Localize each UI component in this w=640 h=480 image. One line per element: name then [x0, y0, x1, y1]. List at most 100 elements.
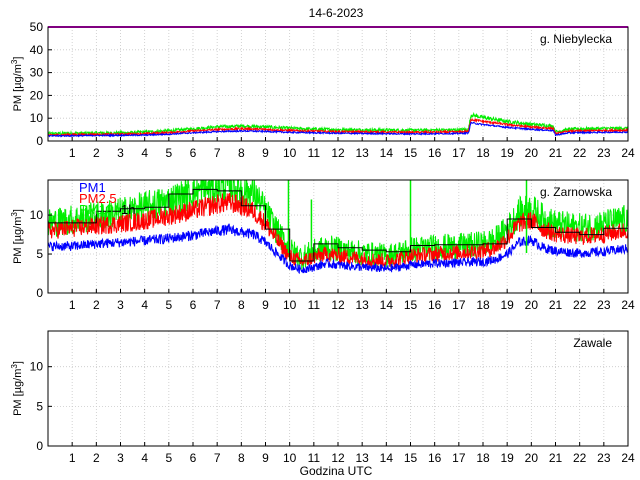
x-tick-label: 20 [525, 146, 539, 160]
series-pm25-niebylecka [48, 117, 628, 138]
x-tick-label: 18 [476, 298, 490, 312]
legend-item-1h: 1h [121, 202, 135, 217]
y-tick-label: 5 [36, 399, 43, 413]
x-tick-label: 18 [476, 451, 490, 465]
grid-niebylecka [48, 27, 628, 141]
x-tick-label: 9 [262, 146, 269, 160]
hourly-mean-zarnowska [48, 188, 628, 262]
x-tick-label: 15 [404, 298, 418, 312]
x-tick-label: 6 [190, 146, 197, 160]
x-tick-label: 23 [597, 451, 611, 465]
x-tick-label: 16 [428, 451, 442, 465]
y-tick-label: 10 [30, 111, 44, 125]
x-tick-label: 3 [117, 451, 124, 465]
x-tick-label: 3 [117, 298, 124, 312]
x-tick-label: 3 [117, 146, 124, 160]
x-tick-label: 1 [69, 146, 76, 160]
y-tick-label: 0 [36, 134, 43, 148]
chart-title: 14-6-2023 [309, 6, 364, 20]
legend-item-pm10: PM10 [79, 202, 113, 217]
x-tick-label: 17 [452, 298, 466, 312]
y-tick-label: 50 [30, 20, 44, 34]
panel-zarnowska: 1 2 3 4 5 6 7 8 9 10 11 12 13 14 15 16 17 18 19 20 21 22 23 240… [10, 179, 635, 312]
x-tick-label: 22 [573, 451, 587, 465]
x-tick-label: 14 [380, 451, 394, 465]
x-tick-label: 17 [452, 146, 466, 160]
y-axis-label-zawale: PM [µg/m3] [10, 361, 24, 416]
x-tick-label: 19 [500, 298, 514, 312]
x-tick-label: 23 [597, 298, 611, 312]
x-tick-label: 9 [262, 451, 269, 465]
x-tick-label: 5 [165, 298, 172, 312]
y-axis-label-zarnowska: PM [µg/m3] [10, 209, 24, 264]
station-name-zawale: Zawale [573, 336, 612, 350]
x-tick-label: 23 [597, 146, 611, 160]
x-tick-label: 7 [214, 451, 221, 465]
x-tick-label: 1 [69, 451, 76, 465]
x-tick-label: 10 [283, 451, 297, 465]
x-tick-label: 2 [93, 146, 100, 160]
x-tick-label: 10 [283, 146, 297, 160]
x-tick-label: 22 [573, 298, 587, 312]
series-pm1-niebylecka [48, 121, 628, 138]
x-tick-label: 4 [141, 146, 148, 160]
x-tick-label: 17 [452, 451, 466, 465]
x-tick-label: 4 [141, 298, 148, 312]
x-tick-label: 8 [238, 146, 245, 160]
x-tick-label: 20 [525, 298, 539, 312]
legend-item-pm1: PM1 [79, 180, 106, 195]
y-tick-label: 0 [36, 286, 43, 300]
x-tick-label: 21 [549, 451, 563, 465]
series-pm1-zarnowska [48, 223, 628, 274]
y-tick-label: 10 [30, 360, 44, 374]
x-tick-label: 11 [308, 146, 321, 160]
x-tick-label: 14 [380, 146, 394, 160]
x-tick-label: 12 [331, 451, 345, 465]
x-tick-label: 13 [355, 451, 369, 465]
y-tick-label: 0 [36, 439, 43, 453]
x-tick-label: 13 [355, 146, 369, 160]
panel-zawale: 1 2 3 4 5 6 7 8 9 10 11 12 13 14 15 16 17 18 19 20 21 22 23 240… [10, 330, 635, 465]
y-tick-label: 20 [30, 88, 44, 102]
x-tick-label: 15 [404, 146, 418, 160]
x-tick-label: 8 [238, 451, 245, 465]
y-tick-label: 40 [30, 43, 44, 57]
x-tick-label: 5 [165, 146, 172, 160]
y-tick-label: 5 [36, 247, 43, 261]
x-tick-label: 11 [308, 298, 321, 312]
x-tick-label: 16 [428, 298, 442, 312]
x-tick-label: 16 [428, 146, 442, 160]
x-tick-label: 11 [308, 451, 321, 465]
y-tick-label: 30 [30, 66, 44, 80]
x-tick-label: 24 [621, 451, 635, 465]
x-tick-label: 4 [141, 451, 148, 465]
x-tick-label: 12 [331, 146, 345, 160]
x-tick-label: 2 [93, 298, 100, 312]
x-tick-label: 12 [331, 298, 345, 312]
panel-niebylecka: 1 2 3 4 5 6 7 8 9 10 11 12 13 14 15 16 17 18 19 20 21 22 23 240… [10, 20, 635, 160]
x-tick-label: 15 [404, 451, 418, 465]
x-tick-label: 6 [190, 298, 197, 312]
x-axis-label: Godzina UTC [300, 464, 373, 478]
x-tick-label: 24 [621, 146, 635, 160]
x-tick-label: 7 [214, 298, 221, 312]
x-tick-label: 14 [380, 298, 394, 312]
legend-item-pm25: PM2.5 [79, 191, 117, 206]
x-tick-label: 6 [190, 451, 197, 465]
x-tick-label: 1 [69, 298, 76, 312]
y-tick-label: 10 [30, 208, 44, 222]
x-tick-label: 5 [165, 451, 172, 465]
x-tick-label: 19 [500, 146, 514, 160]
x-tick-label: 2 [93, 451, 100, 465]
x-tick-label: 8 [238, 298, 245, 312]
x-tick-label: 21 [549, 146, 563, 160]
station-name-niebylecka: g. Niebylecka [540, 32, 612, 46]
x-tick-label: 22 [573, 146, 587, 160]
x-tick-label: 13 [355, 298, 369, 312]
x-tick-label: 21 [549, 298, 563, 312]
station-name-zarnowska: g. Zarnowska [540, 185, 612, 199]
x-tick-label: 18 [476, 146, 490, 160]
y-axis-label-niebylecka: PM [µg/m3] [10, 57, 24, 112]
